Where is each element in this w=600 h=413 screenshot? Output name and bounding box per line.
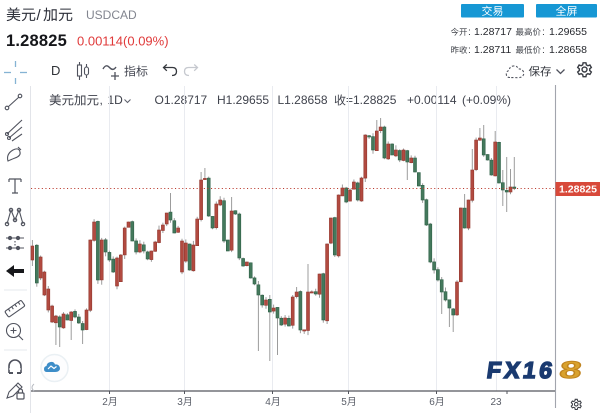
svg-text:D: D [51, 63, 60, 78]
svg-text:USDCAD: USDCAD [86, 8, 137, 22]
svg-text:1.28711: 1.28711 [474, 44, 511, 56]
svg-text:,: , [100, 93, 103, 107]
svg-text:6: 6 [429, 397, 435, 408]
svg-text:L1.28658: L1.28658 [278, 93, 328, 107]
svg-text:23: 23 [490, 397, 502, 408]
svg-text::: : [542, 44, 545, 56]
svg-text::: : [468, 44, 471, 56]
svg-text:(+0.09%): (+0.09%) [462, 93, 511, 107]
svg-text:H1.29655: H1.29655 [217, 93, 269, 107]
svg-text:FX16: FX16 [485, 357, 557, 383]
svg-text:1.29655: 1.29655 [549, 26, 587, 38]
svg-text:1.28825: 1.28825 [559, 184, 597, 196]
svg-text:1.28658: 1.28658 [549, 44, 587, 56]
svg-text::: : [542, 26, 545, 38]
svg-text:=1.28825: =1.28825 [346, 93, 397, 107]
svg-text:1.28825: 1.28825 [6, 32, 67, 50]
svg-text:/: / [37, 7, 42, 24]
svg-text:3: 3 [177, 397, 183, 408]
svg-text:0.00114(0.09%): 0.00114(0.09%) [77, 34, 169, 49]
svg-text:4: 4 [265, 397, 271, 408]
svg-text::: : [468, 26, 471, 38]
svg-text:2: 2 [102, 397, 108, 408]
svg-text:O1.28717: O1.28717 [155, 93, 208, 107]
svg-text:1.28717: 1.28717 [474, 26, 512, 38]
svg-text:1D: 1D [108, 93, 124, 107]
svg-text:5: 5 [341, 397, 347, 408]
svg-text:+0.00114: +0.00114 [407, 93, 457, 107]
svg-text:8: 8 [558, 356, 584, 383]
